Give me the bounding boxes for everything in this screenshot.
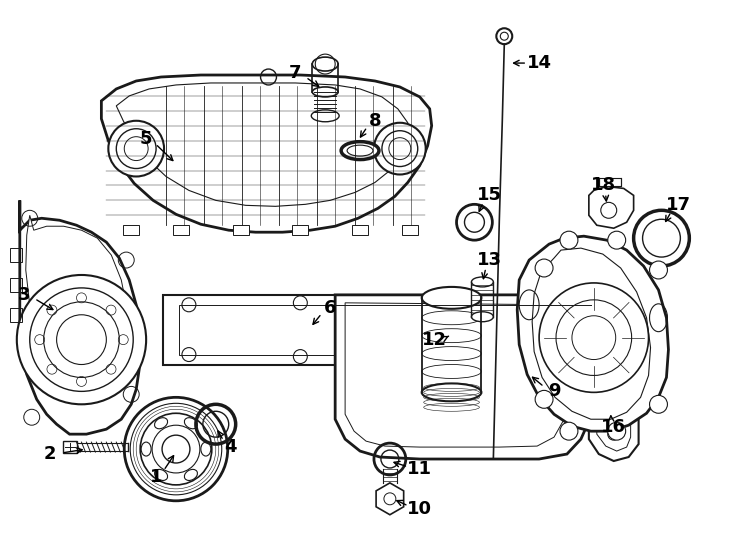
Circle shape: [109, 121, 164, 177]
Circle shape: [608, 231, 625, 249]
Text: 1: 1: [150, 468, 162, 486]
Circle shape: [650, 261, 667, 279]
Text: 6: 6: [324, 299, 336, 317]
Text: 17: 17: [666, 197, 691, 214]
Ellipse shape: [341, 141, 379, 160]
Circle shape: [560, 231, 578, 249]
Circle shape: [608, 422, 625, 440]
Polygon shape: [163, 295, 449, 364]
Text: 7: 7: [289, 64, 302, 82]
Circle shape: [496, 28, 512, 44]
Bar: [10, 278, 22, 292]
Ellipse shape: [312, 57, 338, 71]
Polygon shape: [352, 225, 368, 235]
Text: 3: 3: [18, 286, 30, 304]
Polygon shape: [26, 215, 129, 393]
Circle shape: [535, 259, 553, 277]
Ellipse shape: [311, 110, 339, 122]
Polygon shape: [101, 75, 432, 232]
Ellipse shape: [471, 277, 493, 287]
Ellipse shape: [422, 383, 482, 401]
Polygon shape: [401, 225, 418, 235]
Ellipse shape: [471, 312, 493, 322]
Ellipse shape: [312, 87, 338, 97]
Text: 14: 14: [526, 54, 552, 72]
Text: 13: 13: [477, 251, 502, 269]
Text: 18: 18: [591, 177, 617, 194]
Polygon shape: [233, 225, 249, 235]
Bar: [10, 308, 22, 322]
Bar: [10, 248, 22, 262]
Text: 10: 10: [407, 500, 432, 518]
Polygon shape: [599, 179, 621, 186]
Ellipse shape: [422, 287, 482, 309]
Text: 4: 4: [225, 438, 237, 456]
Polygon shape: [20, 200, 139, 434]
Text: 12: 12: [422, 330, 447, 349]
Polygon shape: [292, 225, 308, 235]
Text: 15: 15: [477, 186, 502, 204]
Circle shape: [633, 210, 689, 266]
Text: 16: 16: [601, 418, 626, 436]
Bar: [62, 441, 76, 453]
Polygon shape: [173, 225, 189, 235]
Polygon shape: [589, 380, 639, 461]
Text: 5: 5: [140, 130, 153, 147]
Text: 8: 8: [368, 112, 381, 130]
Circle shape: [560, 422, 578, 440]
Text: 2: 2: [43, 445, 56, 463]
Text: 11: 11: [407, 460, 432, 478]
Text: 9: 9: [548, 382, 560, 400]
Circle shape: [535, 390, 553, 408]
Polygon shape: [335, 295, 591, 459]
Circle shape: [17, 275, 146, 404]
Polygon shape: [376, 483, 404, 515]
Circle shape: [374, 123, 426, 174]
Polygon shape: [517, 236, 669, 431]
Polygon shape: [589, 186, 633, 228]
Polygon shape: [123, 225, 139, 235]
Circle shape: [650, 395, 667, 413]
